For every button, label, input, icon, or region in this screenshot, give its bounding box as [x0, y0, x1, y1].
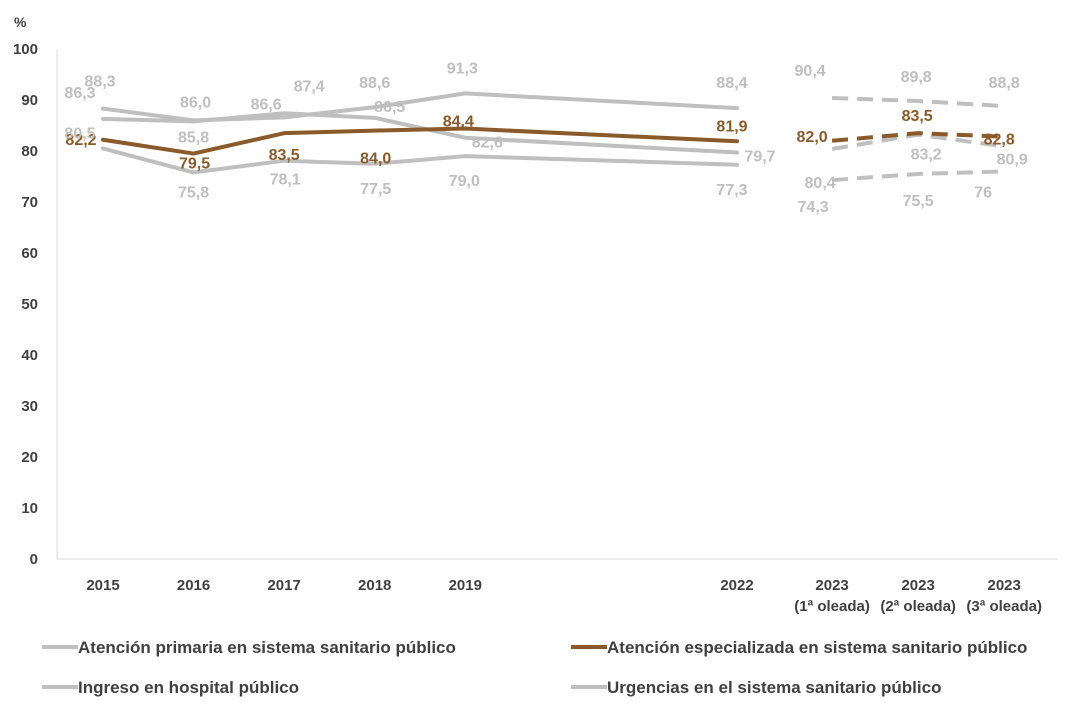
data-label: 83,2: [911, 147, 942, 164]
y-tick-label: 50: [21, 296, 38, 313]
data-label: 75,8: [178, 184, 209, 201]
series-line-urgencias: [101, 146, 739, 175]
data-label: 79,7: [744, 149, 775, 166]
legend-item: Atención primaria en sistema sanitario p…: [42, 638, 456, 657]
x-tick-label: 2019: [449, 577, 482, 594]
data-label: 78,1: [270, 172, 301, 189]
data-label: 84,4: [443, 114, 474, 131]
data-label: 86,5: [374, 99, 405, 116]
series-lines: [101, 91, 1005, 183]
data-label: 88,3: [84, 74, 115, 91]
y-tick-label: 20: [21, 449, 38, 466]
data-label: 80,5: [64, 125, 95, 142]
data-label: 82,2: [65, 132, 96, 149]
x-tick-label: (3ª oleada): [966, 598, 1042, 615]
series-line-dashed-urgencias: [831, 169, 1005, 183]
data-label: 76: [974, 184, 992, 201]
x-tick-label: 2023: [987, 577, 1020, 594]
x-tick-label: 2023: [901, 577, 934, 594]
x-tick-label: 2015: [86, 577, 119, 594]
series-line-especializada: [101, 126, 739, 156]
data-label: 86,6: [251, 96, 282, 113]
series-line-ingreso: [101, 91, 739, 123]
x-tick-label: 2022: [720, 577, 753, 594]
data-label: 90,4: [795, 63, 826, 80]
data-label: 89,8: [901, 69, 932, 86]
data-label: 88,6: [359, 75, 390, 92]
data-label: 82,0: [797, 129, 828, 146]
y-tick-label: 0: [30, 551, 38, 568]
y-tick-label: 100: [13, 41, 38, 58]
y-tick-label: 10: [21, 500, 38, 517]
y-tick-label: 40: [21, 347, 38, 364]
data-label: 75,5: [903, 193, 934, 210]
legend-label: Atención primaria en sistema sanitario p…: [78, 638, 456, 657]
data-label: 80,9: [997, 151, 1028, 168]
data-label: 80,4: [805, 175, 836, 192]
x-tick-label: 2023: [815, 577, 848, 594]
data-label: 82,6: [472, 135, 503, 152]
y-axis-title: %: [14, 14, 27, 30]
data-label: 79,5: [179, 156, 210, 173]
x-tick-label: (1ª oleada): [794, 598, 870, 615]
data-label: 88,8: [989, 75, 1020, 92]
legend: Atención primaria en sistema sanitario p…: [42, 638, 1027, 697]
data-label: 86,3: [64, 85, 95, 102]
x-tick-label: 2016: [177, 577, 210, 594]
data-label: 77,5: [360, 181, 391, 198]
legend-item: Ingreso en hospital público: [42, 678, 299, 697]
data-label: 83,5: [902, 108, 933, 125]
legend-label: Urgencias en el sistema sanitario públic…: [607, 678, 941, 697]
y-tick-label: 80: [21, 143, 38, 160]
series-line-dashed-ingreso: [832, 95, 1005, 109]
data-label: 83,5: [269, 147, 300, 164]
x-tick-label: (2ª oleada): [880, 598, 956, 615]
y-tick-label: 70: [21, 194, 38, 211]
x-tick-label: 2018: [358, 577, 391, 594]
data-label: 85,8: [178, 129, 209, 146]
y-tick-labels: 0 10 20 30 40 50 60 70 80 90 100: [13, 41, 38, 568]
data-label: 81,9: [716, 118, 747, 135]
y-tick-label: 60: [21, 245, 38, 262]
data-labels: 86,3 85,8 87,4 86,5 82,6 79,7 80,4 83,2 80,9 82,2…: [64, 60, 1027, 216]
data-label: 84,0: [360, 151, 391, 168]
legend-item: Atención especializada en sistema sanita…: [571, 638, 1027, 657]
data-label: 88,4: [716, 75, 747, 92]
x-tick-label: 2017: [267, 577, 300, 594]
y-tick-label: 90: [21, 92, 38, 109]
data-label: 87,4: [294, 78, 325, 95]
legend-label: Atención especializada en sistema sanita…: [607, 638, 1027, 657]
data-label: 79,0: [449, 173, 480, 190]
data-label: 86,0: [180, 94, 211, 111]
data-label: 77,3: [716, 182, 747, 199]
x-tick-labels: 2015 2016 2017 2018 2019 2022 2023 (1ª oleada) 2…: [86, 577, 1042, 615]
legend-label: Ingreso en hospital público: [78, 678, 299, 697]
data-label: 91,3: [447, 60, 478, 77]
series-line-primaria: [101, 111, 739, 155]
data-label: 74,3: [798, 199, 829, 216]
legend-item: Urgencias en el sistema sanitario públic…: [571, 678, 941, 697]
y-tick-label: 30: [21, 398, 38, 415]
series-line-dashed-especializada: [831, 131, 1005, 143]
data-label: 82,8: [984, 132, 1015, 149]
